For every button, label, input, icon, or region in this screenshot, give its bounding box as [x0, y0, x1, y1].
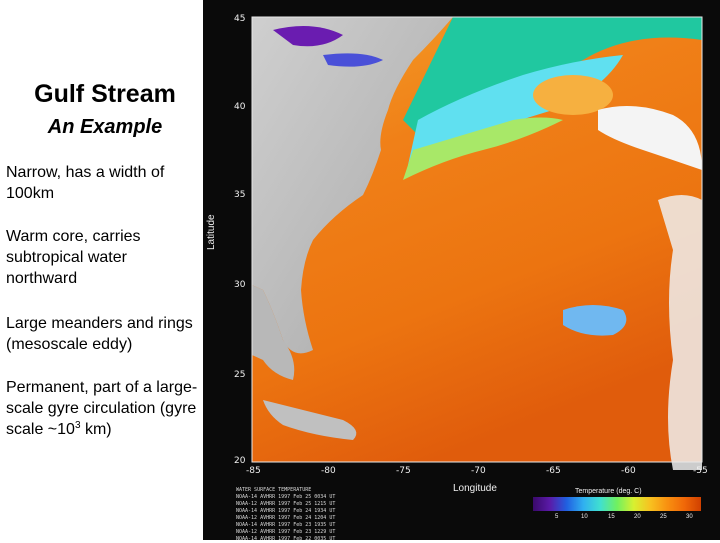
bullet-warm-core: Warm core, carries subtropical water nor… — [6, 228, 141, 287]
colorbar-tick: 10 — [581, 514, 588, 520]
colorbar-tick: 20 — [634, 514, 641, 520]
lon-tick: -80 — [321, 466, 336, 476]
cold-shelf-water — [403, 17, 702, 140]
bullet-meanders: Large meanders and rings (mesoscale eddy… — [6, 315, 193, 353]
cloud-patch — [598, 106, 702, 170]
lat-tick: 30 — [234, 280, 246, 290]
lat-axis-label: Latitude — [206, 214, 217, 250]
lon-tick: -65 — [546, 466, 561, 476]
slide-title: Gulf Stream — [34, 80, 176, 108]
metadata-line: NOAA-12 AVHRR 1997 Feb 23 1229 UT — [236, 529, 336, 535]
image-metadata: WATER SURFACE TEMPERATURE NOAA-14 AVHRR 1… — [236, 487, 335, 543]
cold-patch — [563, 305, 627, 336]
bullet-permanent: Permanent, part of a large-scale gyre ci… — [6, 377, 202, 440]
lon-tick: -85 — [246, 466, 261, 476]
lat-tick: 20 — [234, 456, 246, 466]
cloud-band — [658, 195, 702, 470]
colorbar-tick: 5 — [555, 514, 559, 520]
north-america-land — [252, 17, 453, 354]
colorbar-tick: 25 — [660, 514, 667, 520]
lake-ontario — [323, 53, 383, 67]
metadata-line: NOAA-14 AVHRR 1997 Feb 25 0034 UT — [236, 494, 336, 500]
lon-tick: -75 — [396, 466, 411, 476]
bullet-width: Narrow, has a width of 100km — [6, 164, 165, 202]
metadata-line: WATER SURFACE TEMPERATURE — [236, 487, 312, 493]
lon-tick: -70 — [471, 466, 486, 476]
text-panel: Gulf Stream An Example Narrow, has a wid… — [0, 0, 200, 540]
lat-tick: 45 — [234, 14, 246, 24]
great-lakes — [273, 26, 343, 47]
frontal-water — [403, 117, 563, 180]
metadata-line: NOAA-14 AVHRR 1997 Feb 22 0035 UT — [236, 536, 336, 542]
sst-satellite-map — [251, 16, 703, 470]
lon-tick: -55 — [693, 466, 708, 476]
bullet-permanent-text: Permanent, part of a large-scale gyre ci… — [6, 379, 198, 438]
map-frame — [251, 16, 703, 463]
temperature-colorbar — [533, 497, 701, 511]
colorbar-title: Temperature (deg. C) — [575, 488, 642, 495]
colorbar-tick: 15 — [608, 514, 615, 520]
lat-tick: 25 — [234, 370, 246, 380]
cuba — [263, 400, 357, 440]
slide-subtitle: An Example — [47, 116, 163, 138]
lon-axis-label: Longitude — [453, 483, 497, 494]
metadata-line: NOAA-14 AVHRR 1997 Feb 24 1934 UT — [236, 508, 336, 514]
lat-tick: 35 — [234, 190, 246, 200]
metadata-line: NOAA-14 AVHRR 1997 Feb 23 1935 UT — [236, 522, 336, 528]
florida — [252, 285, 295, 380]
exponent: 3 — [74, 420, 81, 431]
metadata-line: NOAA-12 AVHRR 1997 Feb 24 1204 UT — [236, 515, 336, 521]
colorbar-tick: 30 — [686, 514, 693, 520]
lon-tick: -60 — [621, 466, 636, 476]
warm-ring — [533, 75, 613, 115]
sst-map-panel: 45 40 35 30 25 20 Latitude -85 -80 -75 -… — [203, 0, 720, 543]
lat-tick: 40 — [234, 102, 246, 112]
metadata-line: NOAA-12 AVHRR 1997 Feb 25 1215 UT — [236, 501, 336, 507]
bullet-permanent-unit: km) — [80, 421, 112, 438]
